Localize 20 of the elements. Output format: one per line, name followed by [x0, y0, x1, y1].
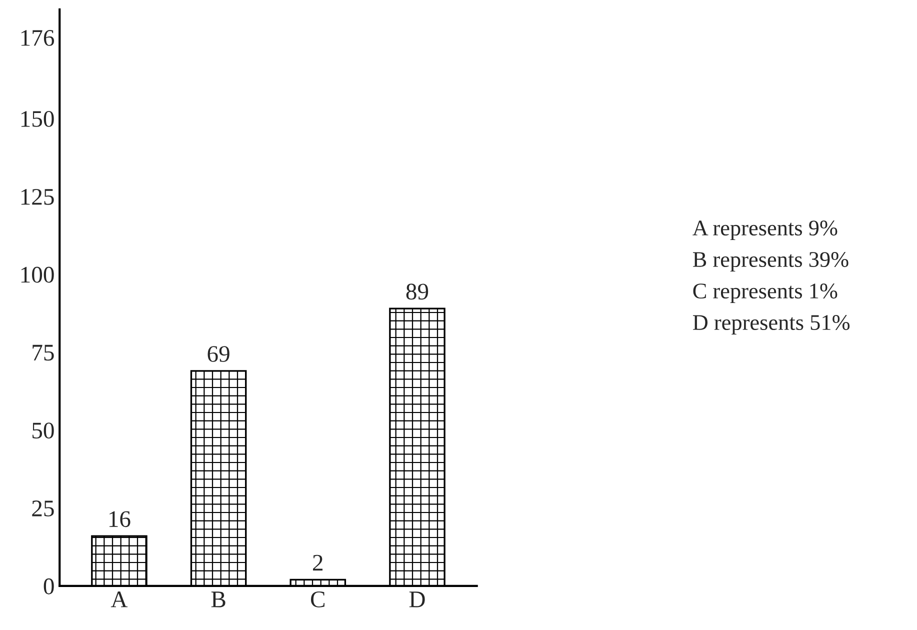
text: A represents 9% — [692, 220, 838, 240]
y-tick-label: 100 — [21, 266, 54, 283]
y-tick-label: 125 — [21, 188, 54, 205]
y-tick-label: 176 — [21, 30, 54, 46]
data-label: 2 — [313, 554, 322, 570]
y-tick-label: 0 — [44, 578, 54, 594]
y-tick-label: 150 — [21, 111, 54, 127]
x-tick-label: B — [211, 592, 226, 608]
data-label: 89 — [406, 284, 428, 300]
text: C represents 1% — [693, 284, 838, 304]
x-tick-label: C — [310, 592, 324, 608]
y-tick-label: 25 — [32, 500, 54, 516]
data-label: 16 — [109, 511, 130, 528]
text: D represents 51% — [692, 315, 850, 335]
text: B represents 39% — [692, 252, 848, 272]
data-label: 69 — [208, 346, 230, 362]
x-tick-label: A — [110, 592, 128, 608]
y-tick-label: 50 — [32, 422, 54, 439]
x-tick-label: D — [409, 592, 425, 608]
y-tick-label: 75 — [32, 344, 54, 361]
